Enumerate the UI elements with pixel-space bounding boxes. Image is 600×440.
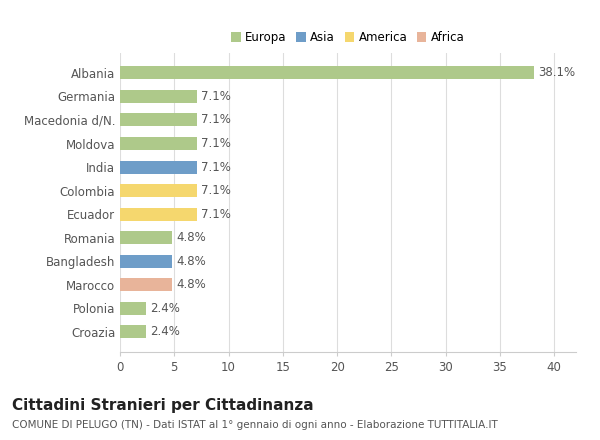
Bar [120,184,197,197]
Text: 2.4%: 2.4% [151,302,180,315]
Text: 4.8%: 4.8% [176,279,206,291]
Bar [120,208,197,220]
Text: 38.1%: 38.1% [538,66,575,79]
Bar [120,326,146,338]
Bar [120,90,197,103]
Text: COMUNE DI PELUGO (TN) - Dati ISTAT al 1° gennaio di ogni anno - Elaborazione TUT: COMUNE DI PELUGO (TN) - Dati ISTAT al 1°… [12,420,498,430]
Text: 7.1%: 7.1% [202,161,232,173]
Text: 4.8%: 4.8% [176,255,206,268]
Bar [120,137,197,150]
Bar [120,161,197,173]
Bar [120,279,172,291]
Text: 2.4%: 2.4% [151,326,180,338]
Bar [120,231,172,244]
Text: Cittadini Stranieri per Cittadinanza: Cittadini Stranieri per Cittadinanza [12,398,314,413]
Text: 4.8%: 4.8% [176,231,206,244]
Bar [120,66,533,79]
Text: 7.1%: 7.1% [202,184,232,197]
Text: 7.1%: 7.1% [202,90,232,103]
Bar [120,302,146,315]
Text: 7.1%: 7.1% [202,137,232,150]
Bar [120,255,172,268]
Text: 7.1%: 7.1% [202,114,232,126]
Legend: Europa, Asia, America, Africa: Europa, Asia, America, Africa [229,29,467,47]
Text: 7.1%: 7.1% [202,208,232,221]
Bar [120,114,197,126]
